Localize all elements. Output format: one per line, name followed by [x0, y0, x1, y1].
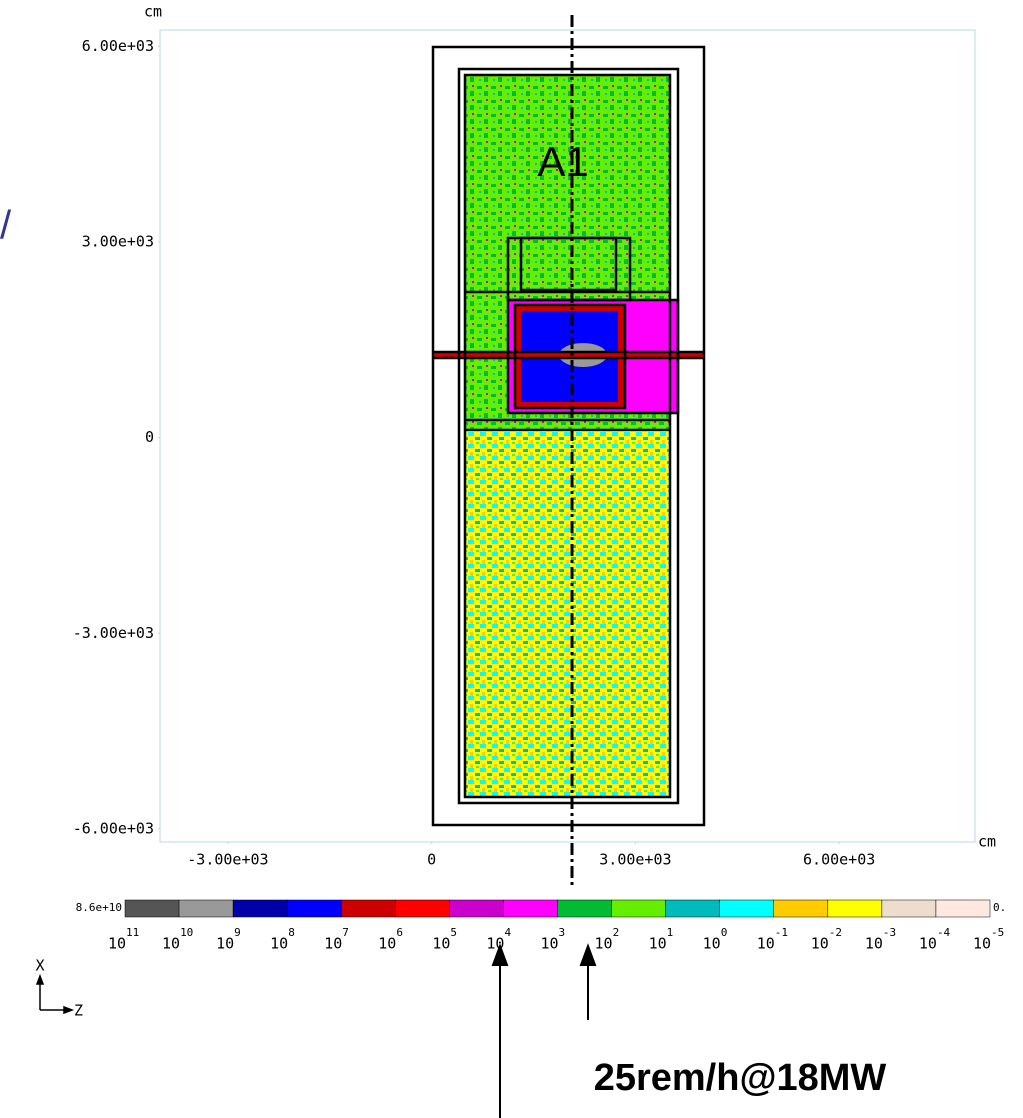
colorbar-base: 10: [703, 935, 721, 953]
colorbar-exponent: 9: [234, 926, 241, 939]
colorbar-segment: [719, 899, 774, 918]
colorbar-exponent: -3: [883, 926, 896, 939]
x-tick-label: 3.00e+03: [599, 851, 671, 869]
colorbar-segment: [557, 899, 612, 918]
y-tick-label: -3.00e+03: [73, 624, 154, 642]
colorbar-base: 10: [595, 935, 613, 953]
annotation: A1: [537, 138, 588, 185]
geometry: [431, 15, 706, 885]
colorbar-base: 10: [432, 935, 450, 953]
colorbar-base: 10: [486, 935, 504, 953]
colorbar-exponent: 4: [504, 926, 511, 939]
orientation-axes: [35, 973, 75, 1015]
colorbar-max: 8.6e+10: [76, 901, 122, 914]
annotation: 25rem/h@18MW: [594, 1057, 887, 1099]
x-unit: cm: [978, 833, 996, 851]
colorbar-segment: [178, 899, 234, 918]
colorbar-base: 10: [270, 935, 288, 953]
colorbar-exponent: 7: [342, 926, 349, 939]
colorbar-segment: [449, 899, 504, 918]
colorbar-base: 10: [757, 935, 775, 953]
colorbar-exponent: 6: [396, 926, 403, 939]
colorbar-segment: [611, 899, 666, 918]
colorbar-segment: [665, 899, 720, 918]
colorbar-segment: [124, 899, 180, 918]
colorbar-base: 10: [108, 935, 126, 953]
colorbar-base: 10: [811, 935, 829, 953]
colorbar-exponent: -5: [991, 926, 1004, 939]
colorbar-segment: [341, 899, 396, 918]
colorbar-segment: [827, 899, 883, 918]
x-tick-label: -3.00e+03: [187, 851, 268, 869]
y-tick-label: 6.00e+03: [82, 37, 154, 55]
y-tick-label: 3.00e+03: [82, 232, 154, 250]
x-tick-label: 0: [427, 851, 436, 869]
colorbar-segment: [395, 899, 450, 918]
colorbar-exponent: 0: [721, 926, 728, 939]
colorbar-exponent: -1: [775, 926, 788, 939]
colorbar-segment: [935, 899, 991, 918]
y-unit: cm: [144, 3, 162, 21]
y-tick-label: 0: [145, 428, 154, 446]
colorbar-base: 10: [540, 935, 558, 953]
colorbar-exponent: 5: [450, 926, 457, 939]
colorbar-exponent: 1: [667, 926, 674, 939]
colorbar-exponent: 11: [126, 926, 139, 939]
x-tick-label: 6.00e+03: [803, 851, 875, 869]
colorbar-segment: [773, 899, 829, 918]
colorbar-base: 10: [973, 935, 991, 953]
colorbar-segment: [286, 899, 342, 918]
edge-mark: /: [0, 204, 12, 248]
colorbar-segment: [503, 899, 558, 918]
colorbar-exponent: -4: [937, 926, 951, 939]
colorbar-exponent: 10: [180, 926, 193, 939]
colorbar-exponent: 2: [613, 926, 620, 939]
colorbar-base: 10: [649, 935, 667, 953]
colorbar-base: 10: [919, 935, 937, 953]
axis-label: Z: [74, 1002, 83, 1020]
y-tick-label: -6.00e+03: [73, 819, 154, 837]
colorbar-segment: [232, 899, 288, 918]
colorbar-min: 0.: [993, 901, 1006, 914]
colorbar-base: 10: [324, 935, 342, 953]
colorbar-exponent: 3: [559, 926, 566, 939]
colorbar-segment: [881, 899, 937, 918]
colorbar-exponent: 8: [288, 926, 295, 939]
colorbar-base: 10: [216, 935, 234, 953]
arrows: [491, 943, 597, 1118]
colorbar-exponent: -2: [829, 926, 842, 939]
axis-label: X: [35, 957, 44, 975]
colorbar-base: 10: [378, 935, 396, 953]
colorbar-base: 10: [865, 935, 883, 953]
colorbar-base: 10: [162, 935, 180, 953]
